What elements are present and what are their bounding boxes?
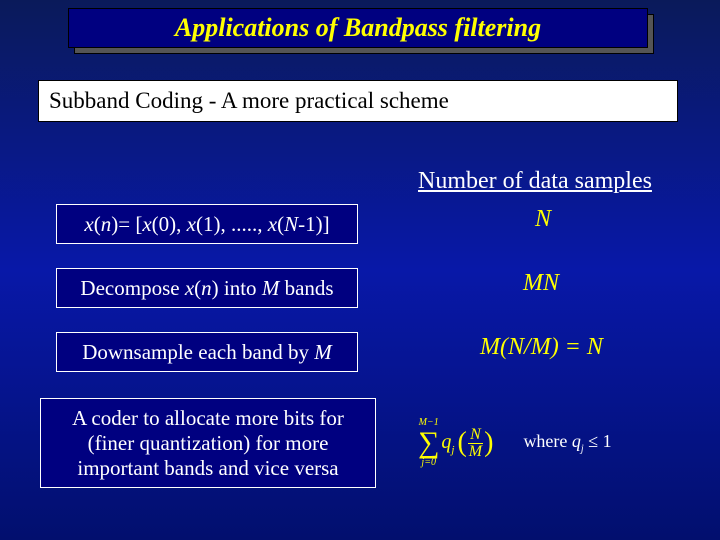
coder-box: A coder to allocate more bits for (finer… [40, 398, 376, 488]
coder-line-1: A coder to allocate more bits for [72, 406, 344, 430]
subtitle-text: Subband Coding - A more practical scheme [49, 88, 449, 114]
step-value-3: M(N/M) = N [480, 334, 603, 361]
step-value-1: N [535, 206, 551, 233]
title-text: Applications of Bandpass filtering [175, 13, 541, 43]
step-box-1: x(n)= [x(0), x(1), ....., x(N-1)] [56, 204, 358, 244]
frac-den: M [467, 444, 484, 460]
column-header: Number of data samples [418, 168, 652, 195]
rparen-icon: ) [484, 427, 493, 459]
frac-num: N [468, 427, 483, 444]
coder-text: A coder to allocate more bits for (finer… [72, 406, 344, 481]
where-var: q [572, 431, 581, 451]
title-box: Applications of Bandpass filtering [68, 8, 648, 48]
step-box-3: Downsample each band by M [56, 332, 358, 372]
step-value-2: MN [523, 270, 559, 297]
step-label-1: x(n)= [x(0), x(1), ....., x(N-1)] [84, 212, 329, 237]
sigma-icon: ∑ [418, 428, 439, 458]
sum-lower: j=0 [421, 458, 436, 468]
subtitle-box: Subband Coding - A more practical scheme [38, 80, 678, 122]
q-var: q [441, 431, 451, 453]
step-label-2: Decompose x(n) into M bands [80, 276, 333, 301]
where-clause: where qj ≤ 1 [523, 431, 611, 455]
step-box-2: Decompose x(n) into M bands [56, 268, 358, 308]
where-rel: ≤ 1 [584, 431, 612, 451]
lparen-icon: ( [457, 427, 466, 459]
formula: M−1 ∑ j=0 qj ( N M ) where qj ≤ 1 [418, 418, 612, 468]
where-prefix: where [523, 431, 571, 451]
q-sub: j [451, 444, 454, 456]
coder-line-2: (finer quantization) for more [88, 431, 329, 455]
step-label-3: Downsample each band by M [82, 340, 332, 365]
coder-line-3: important bands and vice versa [77, 456, 338, 480]
fraction: N M [467, 427, 484, 460]
